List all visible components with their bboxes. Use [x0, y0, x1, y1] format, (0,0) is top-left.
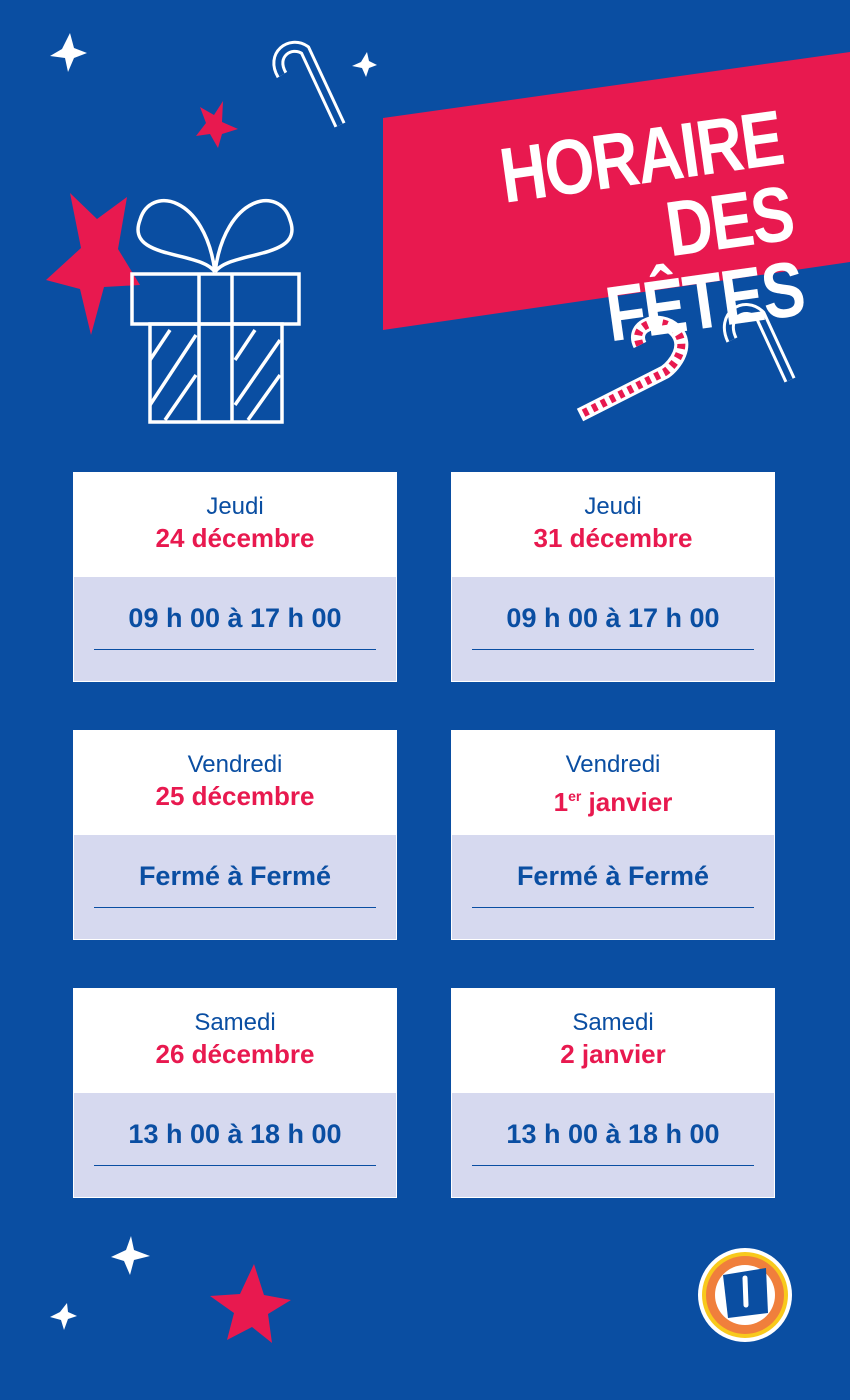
- candy-cane-icon: [272, 40, 346, 128]
- star-icon: [111, 1236, 150, 1275]
- date-label: 24 décembre: [155, 523, 315, 553]
- date-label: 1er janvier: [452, 779, 774, 819]
- title-banner: [383, 52, 850, 330]
- gift-icon: [130, 198, 301, 424]
- date-ordinal: er: [568, 788, 582, 804]
- day-label: Vendredi: [565, 751, 661, 778]
- day-label: Jeudi: [206, 493, 264, 520]
- hours-label: 09 h 00 à 17 h 00: [506, 603, 720, 633]
- day-label: Samedi: [572, 1009, 654, 1036]
- day-label: Jeudi: [584, 493, 642, 520]
- day-label: Samedi: [194, 1009, 276, 1036]
- date-month: janvier: [581, 787, 673, 817]
- date-label: 2 janvier: [560, 1039, 666, 1069]
- schedule-card: Vendredi 1er janvier Fermé à Fermé: [451, 730, 775, 940]
- uniprix-logo: [698, 1248, 792, 1342]
- schedule-card: Samedi 2 janvier 13 h 00 à 18 h 00: [451, 988, 775, 1198]
- star-icon: [50, 1303, 77, 1330]
- hours-label: Fermé à Fermé: [138, 861, 332, 891]
- date-label: 25 décembre: [155, 781, 315, 811]
- star-icon: [46, 193, 140, 335]
- star-icon: [196, 101, 238, 148]
- divider: [94, 907, 376, 908]
- star-icon: [50, 33, 87, 72]
- schedule-card: Jeudi 31 décembre 09 h 00 à 17 h 00: [451, 472, 775, 682]
- hours-label: 13 h 00 à 18 h 00: [506, 1119, 720, 1149]
- hours-label: Fermé à Fermé: [516, 861, 710, 891]
- date-number: 1: [553, 787, 569, 817]
- divider: [472, 1165, 754, 1166]
- date-label: 31 décembre: [533, 523, 693, 553]
- divider: [94, 649, 376, 650]
- date-label: 26 décembre: [155, 1039, 315, 1069]
- schedule-card: Samedi 26 décembre 13 h 00 à 18 h 00: [73, 988, 397, 1198]
- star-icon: [210, 1264, 291, 1343]
- schedule-card: Jeudi 24 décembre 09 h 00 à 17 h 00: [73, 472, 397, 682]
- divider: [472, 649, 754, 650]
- star-icon: [352, 52, 377, 77]
- hours-label: 13 h 00 à 18 h 00: [128, 1119, 342, 1149]
- divider: [472, 907, 754, 908]
- candy-cane-icon: [722, 303, 796, 383]
- schedule-card: Vendredi 25 décembre Fermé à Fermé: [73, 730, 397, 940]
- day-label: Vendredi: [187, 751, 283, 778]
- divider: [94, 1165, 376, 1166]
- candy-cane-icon: [576, 315, 689, 422]
- hours-label: 09 h 00 à 17 h 00: [128, 603, 342, 633]
